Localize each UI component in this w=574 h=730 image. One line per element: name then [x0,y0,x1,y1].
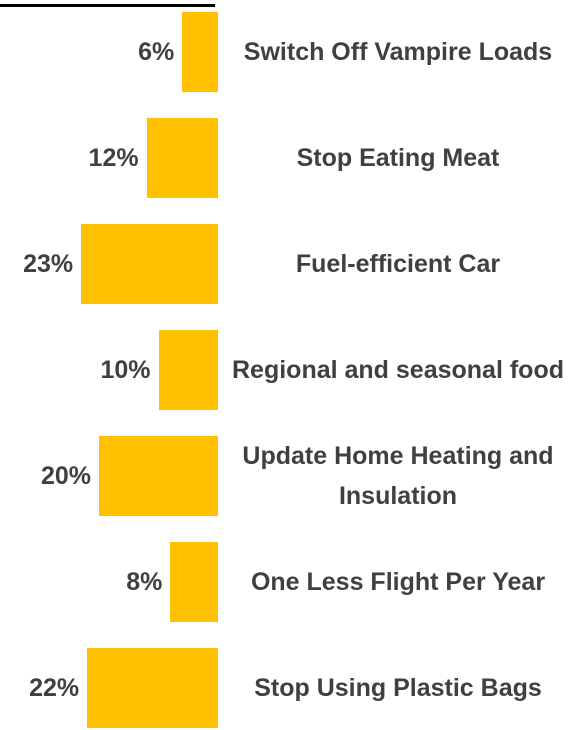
value-label: 22% [29,674,80,702]
bar [81,224,218,304]
bar [99,436,218,516]
category-label: Stop Using Plastic Bags [254,674,542,702]
value-label: 10% [100,356,151,384]
category-label: Update Home Heating and Insulation [242,442,554,510]
value-label: 20% [40,462,91,490]
bar [158,330,218,410]
category-label: Switch Off Vampire Loads [243,38,553,66]
bar [170,542,218,622]
bar [87,648,218,728]
category-label: One Less Flight Per Year [250,568,546,596]
category-label: Fuel-efficient Car [295,250,501,278]
value-label: 6% [138,38,175,66]
bar [182,12,218,92]
value-label: 23% [23,250,74,278]
value-label: 12% [88,144,139,172]
category-label: Regional and seasonal food [232,356,564,384]
bar [146,118,218,198]
value-label: 8% [126,568,163,596]
category-label: Stop Eating Meat [296,144,500,172]
cut-off-underline [0,4,215,7]
